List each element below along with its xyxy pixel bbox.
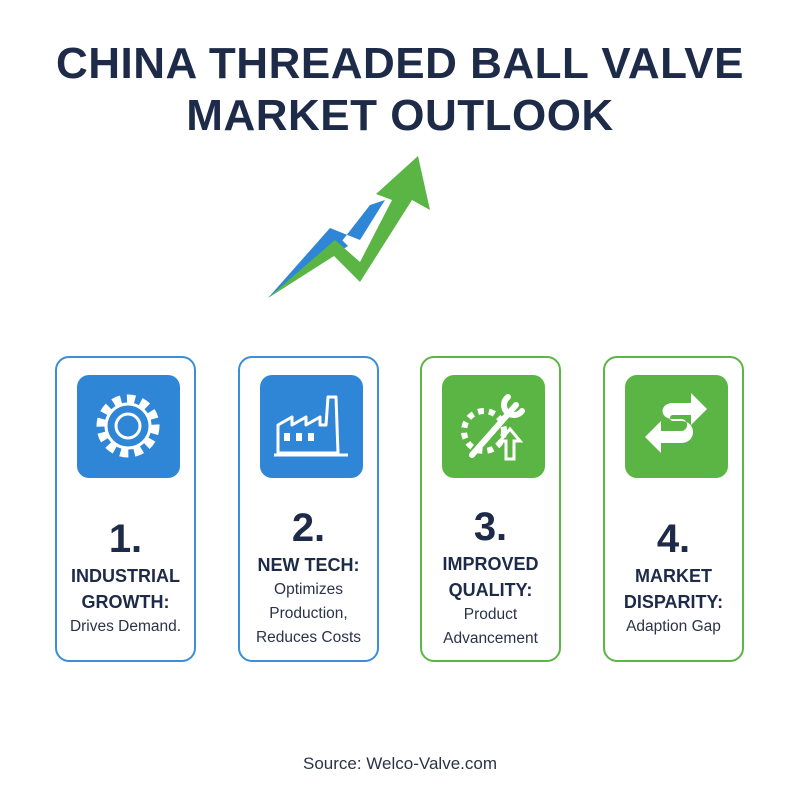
icon-graphic	[461, 394, 525, 461]
card: 1. INDUSTRIAL GROWTH: Drives Demand.	[55, 356, 196, 662]
card-text: 4. MARKET DISPARITY: Adaption Gap	[605, 493, 742, 663]
card-number: 2.	[291, 506, 326, 550]
icon	[625, 375, 728, 478]
card-heading: NEW TECH:	[257, 555, 360, 575]
card-number: 1.	[108, 517, 143, 561]
card-body: Product	[463, 606, 518, 623]
icon	[77, 375, 180, 478]
card-heading: MARKET	[635, 566, 712, 586]
title-line: MARKET OUTLOOK	[186, 91, 614, 140]
card-text: 2. NEW TECH: Optimizes Production, Reduces C…	[240, 493, 377, 663]
card-heading: INDUSTRIAL	[71, 566, 180, 586]
card-text: 3. IMPROVED QUALITY: Product Advancement	[422, 493, 559, 663]
icon	[442, 375, 545, 478]
card-body: Reduces Costs	[255, 629, 362, 646]
source: Source: Welco-Valve.com	[303, 754, 497, 773]
card-body: Adaption Gap	[626, 618, 721, 635]
title-line: CHINA THREADED BALL VALVE	[56, 39, 744, 88]
card-number: 4.	[656, 517, 691, 561]
trend-arrow	[268, 156, 430, 298]
card: 3. IMPROVED QUALITY: Product Advancement	[420, 356, 561, 662]
icon	[260, 375, 363, 478]
card-body: Advancement	[443, 630, 538, 647]
card-body: Drives Demand.	[69, 618, 182, 635]
card: 4. MARKET DISPARITY: Adaption Gap	[603, 356, 744, 662]
icon-graphic	[96, 394, 160, 458]
card-number: 3.	[473, 505, 508, 549]
card-heading: IMPROVED	[442, 554, 539, 574]
card-heading: DISPARITY:	[623, 592, 724, 612]
card-heading: GROWTH:	[81, 592, 170, 612]
icon-graphic	[274, 395, 348, 457]
title: CHINA THREADED BALL VALVE MARKET OUTLOOK	[0, 38, 800, 142]
card-text: 1. INDUSTRIAL GROWTH: Drives Demand.	[57, 493, 194, 663]
card-heading: QUALITY:	[448, 580, 533, 600]
card-body: Production,	[269, 605, 348, 622]
card: 2. NEW TECH: Optimizes Production, Reduces C…	[238, 356, 379, 662]
icon-graphic	[645, 393, 707, 453]
card-body: Optimizes	[274, 581, 343, 598]
